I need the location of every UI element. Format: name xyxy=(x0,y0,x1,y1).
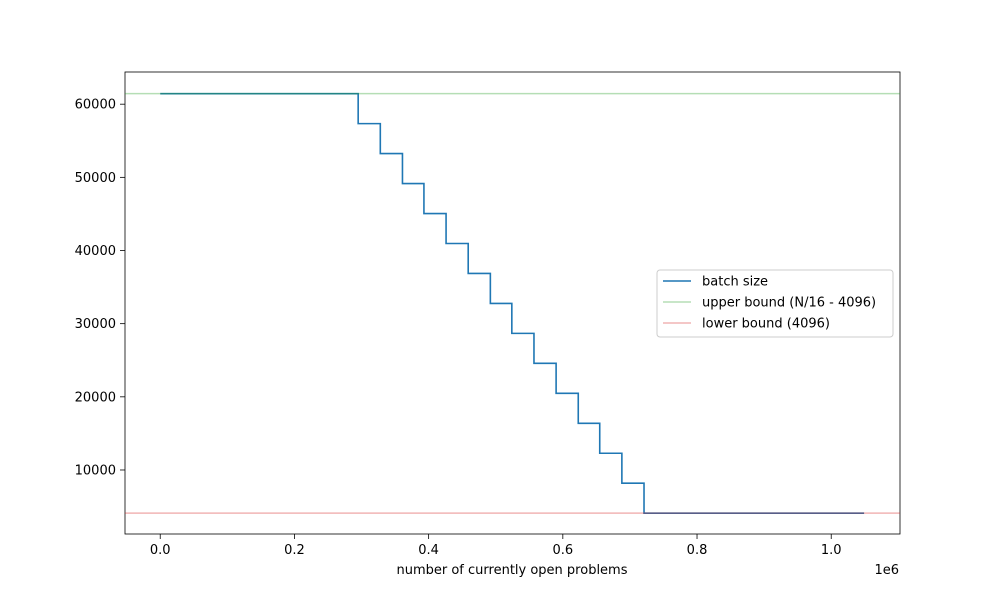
ticks: 0.0 0.2 0.4 0.6 0.8 1.0 10000 20000 30000 40000 50… xyxy=(75,98,842,558)
x-tick-label: 0.8 xyxy=(687,543,708,558)
y-tick-label: 20000 xyxy=(75,390,116,405)
x-axis-label: number of currently open problems xyxy=(396,563,627,578)
plot-frame xyxy=(124,71,901,535)
x-tick-label: 0.0 xyxy=(150,543,171,558)
y-tick-label: 10000 xyxy=(75,463,116,478)
legend-label: lower bound (4096) xyxy=(702,317,830,332)
legend: batch size upper bound (N/16 - 4096) lower… xyxy=(656,269,894,338)
plot-area xyxy=(125,92,900,514)
x-offset-label: 1e6 xyxy=(874,563,899,578)
x-tick-label: 0.6 xyxy=(552,543,573,558)
y-tick-label: 30000 xyxy=(75,317,116,332)
x-tick-label: 1.0 xyxy=(821,543,842,558)
y-tick-label: 40000 xyxy=(75,244,116,259)
x-tick-label: 0.4 xyxy=(418,543,439,558)
y-tick-label: 50000 xyxy=(75,171,116,186)
series-0-line xyxy=(160,92,865,514)
legend-box xyxy=(656,269,894,338)
legend-label: batch size xyxy=(702,275,768,290)
y-tick-label: 60000 xyxy=(75,98,116,113)
axes xyxy=(124,71,901,535)
legend-label: upper bound (N/16 - 4096) xyxy=(702,296,876,311)
x-tick-label: 0.2 xyxy=(284,543,305,558)
